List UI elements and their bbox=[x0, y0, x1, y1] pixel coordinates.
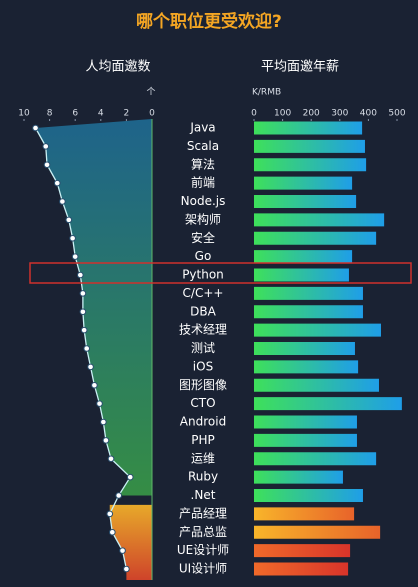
category-label: PHP bbox=[191, 433, 215, 447]
point bbox=[83, 345, 91, 352]
point bbox=[106, 510, 114, 518]
category-label: Android bbox=[180, 415, 226, 429]
point bbox=[65, 216, 73, 224]
x-tick-label: 10 bbox=[18, 109, 30, 119]
bar bbox=[254, 195, 357, 208]
category-label: 测试 bbox=[191, 340, 215, 355]
bar bbox=[254, 507, 355, 521]
point bbox=[79, 308, 87, 316]
x-tick-label: 100 bbox=[274, 109, 291, 119]
bar bbox=[254, 489, 363, 502]
bar bbox=[254, 562, 349, 576]
x-tick-label: 8 bbox=[47, 109, 53, 119]
bar bbox=[254, 470, 343, 484]
bar bbox=[254, 452, 377, 466]
bar bbox=[254, 544, 351, 558]
category-label: Node.js bbox=[181, 194, 226, 208]
point bbox=[96, 400, 103, 407]
category-label: CTO bbox=[190, 396, 215, 410]
bar bbox=[254, 286, 363, 300]
bar bbox=[254, 139, 365, 153]
point bbox=[115, 492, 123, 499]
category-label: UI设计师 bbox=[179, 562, 227, 576]
category-label: 产品总监 bbox=[179, 525, 227, 539]
category-label: 安全 bbox=[191, 230, 215, 245]
bar bbox=[254, 415, 357, 429]
category-label: Python bbox=[182, 268, 224, 282]
bar bbox=[254, 323, 381, 337]
point bbox=[102, 437, 110, 444]
bar bbox=[254, 121, 363, 135]
point bbox=[119, 547, 126, 554]
category-label: iOS bbox=[193, 359, 213, 373]
point bbox=[69, 234, 76, 242]
point bbox=[91, 381, 98, 389]
category-label: Ruby bbox=[188, 470, 218, 484]
category-label: DBA bbox=[190, 304, 216, 318]
category-label: 图形图像 bbox=[179, 378, 227, 392]
point bbox=[80, 326, 88, 334]
x-tick-label: 500 bbox=[388, 109, 405, 119]
highlight-box bbox=[29, 262, 412, 284]
bar bbox=[254, 378, 379, 392]
area-fill bbox=[35, 119, 152, 496]
point bbox=[100, 418, 107, 426]
x-tick-label: 0 bbox=[149, 109, 155, 119]
category-label: 算法 bbox=[191, 156, 215, 171]
point bbox=[43, 161, 51, 169]
bar bbox=[254, 342, 355, 355]
point bbox=[71, 253, 79, 260]
x-tick-label: 200 bbox=[303, 109, 320, 119]
bar bbox=[254, 397, 402, 411]
category-label: UE设计师 bbox=[177, 543, 229, 557]
point bbox=[59, 198, 66, 205]
point bbox=[42, 143, 50, 150]
point bbox=[32, 124, 39, 132]
bar bbox=[254, 305, 363, 319]
category-label: .Net bbox=[191, 488, 216, 502]
area-fill bbox=[109, 504, 152, 580]
bar bbox=[254, 158, 367, 172]
bar bbox=[254, 213, 385, 227]
point bbox=[126, 473, 134, 481]
point bbox=[53, 179, 61, 187]
left-chart-title: 人均面邀数 bbox=[85, 60, 150, 75]
bar bbox=[254, 250, 353, 264]
category-label: Scala bbox=[187, 139, 219, 153]
category-label: 架构师 bbox=[185, 211, 221, 226]
x-tick-label: 0 bbox=[251, 109, 257, 119]
category-label: 前端 bbox=[191, 175, 215, 190]
right-chart-title: 平均面邀年薪 bbox=[261, 60, 339, 75]
point bbox=[109, 528, 116, 536]
plot: 10 8 6 4 2 0 0 100 200 300 400 500JavaScala算法前端Node… bbox=[18, 109, 406, 580]
point bbox=[77, 271, 84, 279]
point bbox=[79, 290, 87, 297]
bar bbox=[254, 268, 349, 282]
category-label: Java bbox=[189, 121, 215, 135]
category-label: C/C++ bbox=[183, 286, 224, 300]
category-label: 运维 bbox=[191, 451, 215, 465]
bar bbox=[254, 433, 357, 447]
x-tick-label: 400 bbox=[360, 109, 377, 119]
point bbox=[107, 455, 115, 463]
category-label: Go bbox=[195, 249, 212, 263]
bar bbox=[254, 231, 377, 245]
x-tick-label: 4 bbox=[98, 109, 104, 119]
x-tick-label: 2 bbox=[124, 109, 130, 119]
x-tick-label: 300 bbox=[331, 109, 348, 119]
bar bbox=[254, 360, 359, 374]
category-label: 产品经理 bbox=[179, 506, 227, 520]
x-tick-label: 6 bbox=[72, 109, 78, 119]
bar bbox=[254, 525, 381, 539]
right-unit: K/RMB bbox=[252, 88, 281, 98]
page-title: 哪个职位更受欢迎? bbox=[136, 11, 282, 32]
left-unit: 个 bbox=[146, 87, 155, 98]
point bbox=[123, 565, 130, 573]
point bbox=[87, 363, 94, 371]
category-label: 技术经理 bbox=[179, 323, 227, 337]
bar bbox=[254, 176, 353, 190]
